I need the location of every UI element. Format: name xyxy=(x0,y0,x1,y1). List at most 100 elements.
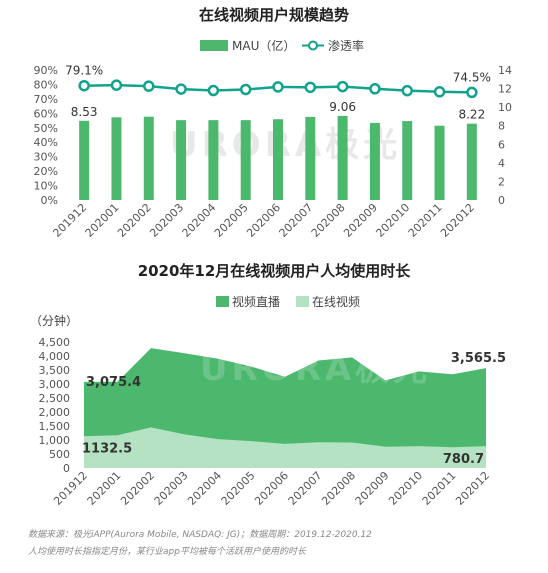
mau-penetration-chart: 在线视频用户规模趋势 MAU（亿） 渗透率 URORA极光 0%10% 20%30… xyxy=(34,6,512,240)
penetration-point xyxy=(110,79,123,91)
live-label-start: 3,075.4 xyxy=(86,375,141,390)
x-tick: 202011 xyxy=(406,201,445,240)
x-tick: 202001 xyxy=(85,469,124,508)
x-tick: 202010 xyxy=(373,201,412,240)
penetration-point xyxy=(272,81,284,93)
penetration-point xyxy=(433,86,446,98)
y-left-tick: 10% xyxy=(34,180,58,193)
online-area xyxy=(84,427,486,468)
x-tick: 201912 xyxy=(51,469,90,508)
mau-bar xyxy=(305,116,316,200)
penetration-point xyxy=(369,83,381,95)
mau-label: 9.06 xyxy=(329,100,356,114)
x-tick: 202009 xyxy=(341,201,380,240)
y-left-tick: 40% xyxy=(34,136,58,149)
mau-label: 8.22 xyxy=(458,108,485,122)
y-left-tick: 0% xyxy=(41,194,58,207)
y-right-tick: 4 xyxy=(498,157,505,170)
mau-bar xyxy=(111,117,122,200)
chart2-watermark: URORA极光 xyxy=(200,349,431,389)
y-right-tick: 2 xyxy=(498,175,505,188)
penetration-point xyxy=(401,84,413,97)
mau-bar xyxy=(208,120,219,200)
y-left-tick: 80% xyxy=(34,78,58,91)
legend-bar-swatch xyxy=(200,40,228,51)
y-tick: 2,500 xyxy=(39,392,71,405)
y-right-tick: 8 xyxy=(498,120,505,133)
x-tick: 202012 xyxy=(438,201,477,240)
y-tick: 1,500 xyxy=(39,420,71,433)
x-tick: 202012 xyxy=(453,469,492,508)
x-tick: 202003 xyxy=(147,201,186,240)
chart2-title: 2020年12月在线视频用户人均使用时长 xyxy=(138,262,412,280)
chart2-legend: 视频直播 在线视频 xyxy=(216,294,360,309)
x-tick: 202006 xyxy=(252,469,291,508)
chart1-left-axis: 0%10% 20%30% 40%50% 60%70% 80%90% xyxy=(34,64,58,207)
online-label-end: 780.7 xyxy=(443,452,484,467)
chart2-x-axis: 2019122020012020022020032020042020052020… xyxy=(51,469,492,508)
penetration-point xyxy=(175,83,187,95)
x-tick: 202004 xyxy=(185,469,224,508)
chart1-right-axis: 0 2 4 6 8 10 12 14 xyxy=(498,64,512,207)
y-left-tick: 50% xyxy=(34,122,58,135)
penetration-label: 74.5% xyxy=(453,70,491,84)
y-right-tick: 14 xyxy=(498,64,512,77)
x-tick: 202002 xyxy=(118,469,157,508)
x-tick: 202008 xyxy=(309,201,348,240)
usage-duration-chart: 2020年12月在线视频用户人均使用时长 视频直播 在线视频 （分钟） 0500… xyxy=(30,262,506,508)
y-tick: 4,500 xyxy=(39,336,71,349)
y-tick: 0 xyxy=(63,462,70,475)
chart1-title: 在线视频用户规模趋势 xyxy=(199,6,349,24)
mau-label: 8.53 xyxy=(71,105,98,119)
x-tick: 202008 xyxy=(319,469,358,508)
x-tick: 202006 xyxy=(244,201,283,240)
live-label-end: 3,565.5 xyxy=(451,351,506,366)
y-left-tick: 70% xyxy=(34,93,58,106)
y-right-tick: 10 xyxy=(498,101,512,114)
x-tick: 202001 xyxy=(83,201,122,240)
y-tick: 3,500 xyxy=(39,364,71,377)
y-tick: 3,000 xyxy=(39,378,71,391)
penetration-point xyxy=(239,83,252,96)
x-tick: 202002 xyxy=(115,201,154,240)
y-right-tick: 6 xyxy=(498,138,505,151)
y-tick: 500 xyxy=(49,448,70,461)
y-left-tick: 90% xyxy=(34,64,58,77)
x-tick: 202007 xyxy=(277,201,316,240)
chart2-y-axis: 05001,0001,5002,0002,5003,0003,5004,0004… xyxy=(39,336,71,475)
chart1-data-labels: 79.1% 74.5% 8.53 9.06 8.22 xyxy=(65,64,491,122)
y-right-tick: 12 xyxy=(498,83,512,96)
footer-source: 数据来源：极光iAPP(Aurora Mobile, NASDAQ: JG)；数… xyxy=(28,530,372,540)
legend-penetration-label: 渗透率 xyxy=(328,38,364,53)
y-tick: 1,000 xyxy=(39,434,71,447)
penetration-point xyxy=(78,79,90,92)
x-tick: 202003 xyxy=(152,469,191,508)
chart1-penetration-line xyxy=(78,79,478,99)
penetration-point xyxy=(207,84,220,97)
legend-mau-label: MAU（亿） xyxy=(232,38,295,53)
mau-bar xyxy=(176,120,187,200)
online-label-start: 1132.5 xyxy=(82,441,132,456)
y-right-tick: 0 xyxy=(498,194,505,207)
x-tick: 202004 xyxy=(180,201,219,240)
chart1-x-axis: 2019122020012020022020032020042020052020… xyxy=(50,201,477,240)
chart1-watermark: URORA极光 xyxy=(170,125,401,165)
x-tick: 202009 xyxy=(353,469,392,508)
mau-bar xyxy=(79,120,90,200)
mau-bar xyxy=(273,119,283,200)
mau-bar xyxy=(337,115,348,200)
x-tick: 202007 xyxy=(286,469,325,508)
penetration-point xyxy=(336,80,349,93)
x-tick: 202011 xyxy=(420,469,459,508)
y-tick: 4,000 xyxy=(39,350,71,363)
mau-bar xyxy=(434,125,445,200)
y-left-tick: 30% xyxy=(34,151,58,164)
mau-bar xyxy=(466,123,477,200)
chart2-areas xyxy=(84,348,486,468)
legend-live-swatch xyxy=(216,296,229,307)
penetration-label: 79.1% xyxy=(65,64,103,78)
chart2-unit-label: （分钟） xyxy=(30,313,78,328)
x-tick: 202005 xyxy=(219,469,258,508)
mau-bar xyxy=(402,121,413,200)
footer-note: 人均使用时长指指定月份，某行业app平均被每个活跃用户使用的时长 xyxy=(28,547,306,557)
